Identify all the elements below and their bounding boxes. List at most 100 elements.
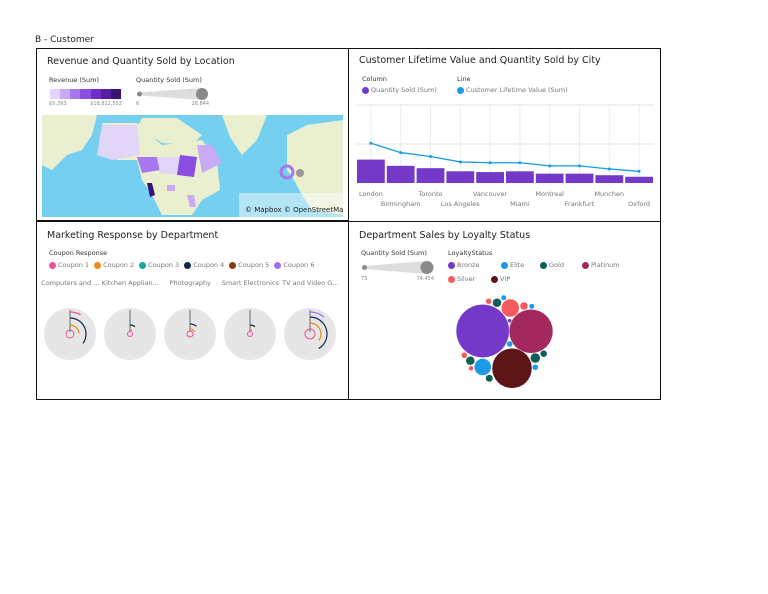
bubble-gold[interactable] [492, 297, 502, 308]
bubble-bronze[interactable] [507, 318, 512, 323]
bar-Toronto[interactable] [416, 168, 445, 183]
coupon-arc[interactable] [190, 323, 198, 327]
clv-point-Montreal[interactable] [548, 164, 552, 168]
status-legend-item-gold[interactable]: Gold [540, 261, 564, 269]
bubble-elite[interactable] [528, 303, 535, 310]
bubble-elite[interactable] [473, 358, 492, 376]
department-radial-chart[interactable] [42, 306, 98, 362]
legend-dot-icon [491, 275, 498, 283]
line-legend-label: Line [457, 75, 471, 83]
coupon-arc[interactable] [130, 324, 136, 328]
coupon-legend-item[interactable]: Coupon 3 [139, 261, 179, 269]
map-panel[interactable]: Revenue and Quantity Sold by Location Re… [36, 48, 349, 221]
bar-London[interactable] [357, 159, 385, 183]
department-label: TV and Video G... [282, 279, 339, 287]
bar-Los Angeles[interactable] [446, 171, 475, 183]
bubble-silver[interactable] [519, 301, 529, 311]
coupon-arc[interactable] [70, 317, 87, 344]
bubble-gold[interactable] [465, 355, 476, 366]
clv-point-Munchen[interactable] [607, 167, 611, 171]
department-radial-chart[interactable] [282, 306, 338, 362]
bar-Birmingham[interactable] [386, 165, 415, 183]
bar-Montreal[interactable] [535, 173, 564, 183]
loyalty-bubble-chart[interactable] [349, 222, 660, 399]
radial-background [224, 308, 277, 360]
clv-point-Vancouver[interactable] [488, 161, 492, 165]
bar-Munchen[interactable] [595, 175, 624, 183]
clv-point-Toronto[interactable] [429, 154, 432, 158]
bubble-silver[interactable] [501, 298, 520, 318]
bar-Miami[interactable] [506, 171, 534, 183]
x-tick-label: Montreal [535, 190, 564, 198]
size-min: 73 [361, 276, 368, 282]
x-tick-label: Toronto [418, 190, 443, 198]
location-map[interactable]: © Mapbox © OpenStreetMap [42, 115, 343, 217]
bubble-gold[interactable] [539, 349, 548, 358]
loyalty-panel[interactable]: Department Sales by Loyalty Status Quant… [348, 221, 661, 400]
legend-clv[interactable]: Customer Lifetime Value (Sum) [457, 86, 568, 94]
clv-point-Los Angeles[interactable] [458, 160, 462, 164]
coupon-legend-item[interactable]: Coupon 6 [274, 261, 314, 269]
legend-quantity-sold[interactable]: Quantity Sold (Sum) [362, 86, 437, 94]
coupon-arc[interactable] [186, 330, 194, 338]
coupon-legend-item[interactable]: Coupon 5 [229, 261, 269, 269]
legend-dot-icon [362, 86, 369, 94]
coupon-arc[interactable] [250, 324, 256, 328]
bubble-gold[interactable] [485, 374, 494, 383]
clv-point-Oxford[interactable] [637, 169, 641, 173]
clv-point-London[interactable] [369, 141, 373, 145]
bar-Vancouver[interactable] [476, 172, 504, 183]
coupon-arc[interactable] [65, 329, 75, 339]
bubble-elite[interactable] [500, 294, 507, 301]
department-radial-chart[interactable] [162, 306, 218, 362]
bubble-bronze[interactable] [455, 304, 510, 358]
bar-Frankfurt[interactable] [565, 173, 594, 183]
department-radial-chart[interactable] [222, 306, 278, 362]
clv-point-Birmingham[interactable] [399, 151, 403, 155]
radial-background [284, 308, 337, 360]
coupon-legend-item[interactable]: Coupon 2 [94, 261, 134, 269]
status-legend-item-silver[interactable]: Silver [448, 275, 475, 283]
department-radial-chart[interactable] [102, 306, 158, 362]
marketing-panel[interactable]: Marketing Response by Department Coupon … [36, 221, 349, 400]
city-panel[interactable]: Customer Lifetime Value and Quantity Sol… [348, 48, 661, 223]
status-legend-item-vip[interactable]: VIP [491, 275, 510, 283]
map-attribution[interactable]: © Mapbox © OpenStreetMap [245, 206, 343, 214]
bubble-silver[interactable] [485, 298, 492, 305]
bubble-platinum[interactable] [508, 309, 554, 354]
bubble-elite[interactable] [532, 364, 539, 371]
department-label: Computers and ... [41, 279, 100, 287]
coupon-arc[interactable] [310, 316, 328, 350]
bubble-elite[interactable] [506, 340, 513, 348]
bubble-gold[interactable] [530, 352, 541, 364]
coupon-arc[interactable] [310, 322, 322, 341]
marketing-panel-title: Marketing Response by Department [47, 230, 219, 241]
bar-Oxford[interactable] [625, 176, 653, 183]
clv-point-Miami[interactable] [518, 161, 522, 165]
status-legend-item-elite[interactable]: Elite [501, 261, 524, 269]
coupon-arc[interactable] [70, 311, 82, 316]
bubble-vip[interactable] [491, 348, 533, 389]
status-legend-item-bronze[interactable]: Bronze [448, 261, 480, 269]
city-combo-chart[interactable]: London Birmingham Toronto Los Angeles Vancou… [349, 99, 660, 214]
x-tick-label: Los Angeles [441, 200, 480, 208]
revenue-max: $18,812,552 [90, 101, 122, 107]
city-panel-title: Customer Lifetime Value and Quantity Sol… [359, 55, 601, 66]
x-tick-label: Miami [510, 200, 530, 208]
quantity-size-scale [137, 88, 208, 100]
revenue-scale-swatch [100, 89, 111, 99]
bubble-silver[interactable] [461, 352, 468, 359]
coupon-arc[interactable] [127, 331, 134, 337]
coupon-legend-item[interactable]: Coupon 4 [184, 261, 224, 269]
coupon-arc[interactable] [190, 328, 196, 333]
clv-point-Frankfurt[interactable] [578, 164, 581, 168]
coupon-legend-item[interactable]: Coupon 1 [49, 261, 89, 269]
coupon-arc[interactable] [247, 331, 254, 337]
coupon-arc[interactable] [304, 328, 316, 340]
coupon-arc[interactable] [310, 311, 325, 318]
department-label: Smart Electronics [221, 279, 279, 287]
status-legend-item-platinum[interactable]: Platinum [582, 261, 620, 269]
coupon-arc[interactable] [70, 324, 80, 334]
legend-dot-icon [457, 86, 464, 94]
bubble-silver[interactable] [468, 365, 474, 372]
